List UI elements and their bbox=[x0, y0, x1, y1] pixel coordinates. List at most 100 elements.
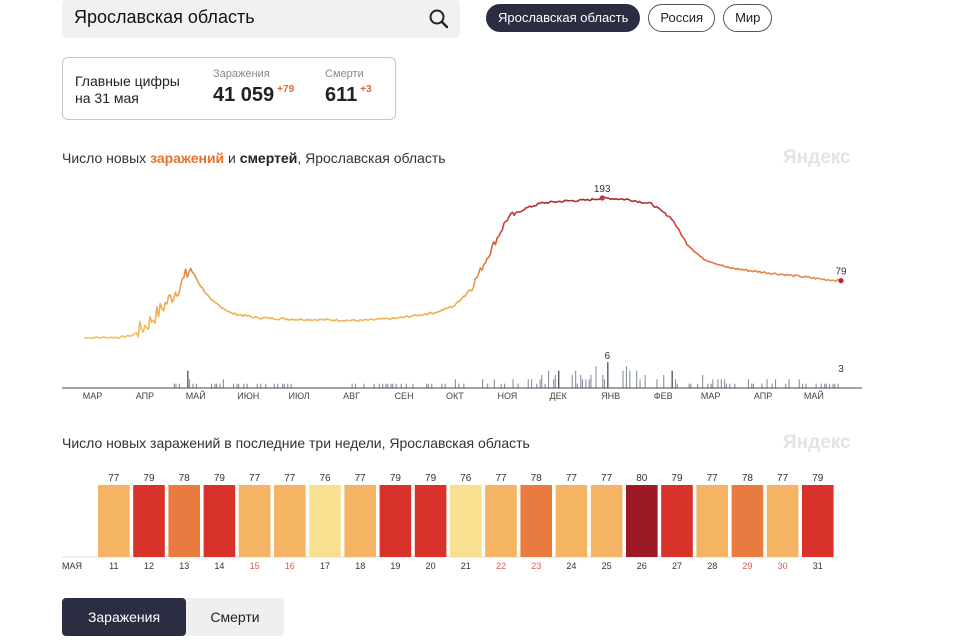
tab-infections[interactable]: Заражения bbox=[62, 598, 186, 636]
metric-tabs: Заражения Смерти bbox=[62, 598, 284, 636]
tab-yaroslavl-region[interactable]: Ярославская область bbox=[486, 4, 641, 32]
series-line-infections bbox=[83, 196, 842, 339]
deaths-bar bbox=[644, 375, 646, 388]
month-label: МАЯ bbox=[62, 561, 82, 571]
x-tick-label: МАР bbox=[701, 391, 721, 401]
deaths-bar bbox=[751, 383, 753, 388]
deaths-data-label-6: 6 bbox=[605, 351, 611, 362]
x-tick-label: АПР bbox=[754, 391, 772, 401]
bar-19 bbox=[379, 485, 412, 557]
bar-26 bbox=[626, 485, 658, 557]
deaths-bar bbox=[256, 383, 258, 388]
bar-value-label: 77 bbox=[777, 473, 789, 484]
bar-value-label: 79 bbox=[214, 473, 226, 484]
x-tick-label: МАЙ bbox=[186, 390, 206, 401]
region-tabs: Ярославская область Россия Мир bbox=[486, 4, 773, 32]
deaths-bar bbox=[283, 383, 285, 388]
deaths-bar bbox=[734, 383, 736, 388]
deaths-bar bbox=[517, 383, 519, 388]
deaths-value-row: 611 +3 bbox=[325, 84, 372, 107]
deaths-bar bbox=[590, 375, 592, 388]
x-tick-label: ИЮЛ bbox=[289, 391, 310, 401]
infections-data-label-193: 193 bbox=[594, 184, 611, 195]
deaths-bar bbox=[500, 383, 502, 388]
infections-delta: +79 bbox=[277, 84, 295, 95]
tab-russia[interactable]: Россия bbox=[648, 4, 716, 32]
tab-world[interactable]: Мир bbox=[723, 4, 773, 32]
deaths-bar bbox=[585, 379, 587, 388]
deaths-bar bbox=[588, 379, 590, 388]
x-tick-label: ЯНВ bbox=[601, 391, 620, 401]
search-field[interactable]: Ярославская область bbox=[62, 0, 460, 38]
deaths-bar bbox=[173, 383, 175, 388]
chart1-title-part3: и bbox=[224, 150, 240, 166]
bar-value-label: 76 bbox=[319, 473, 331, 484]
x-tick-label: МАЙ bbox=[804, 390, 824, 401]
infections-value: 41 059 bbox=[213, 84, 275, 106]
deaths-bar bbox=[671, 370, 673, 388]
bar-category-label: 20 bbox=[426, 561, 436, 571]
bar-value-label: 79 bbox=[425, 473, 437, 484]
deaths-bar bbox=[544, 383, 546, 388]
deaths-value: 611 bbox=[325, 84, 358, 106]
deaths-bar bbox=[536, 383, 538, 388]
deaths-bar bbox=[363, 383, 365, 388]
bar-category-label: 27 bbox=[672, 561, 682, 571]
deaths-label: Смерти bbox=[325, 68, 364, 80]
deaths-bar bbox=[629, 370, 631, 388]
bar-category-label: 17 bbox=[320, 561, 330, 571]
deaths-bar bbox=[400, 383, 402, 388]
deaths-bar bbox=[675, 379, 677, 388]
x-tick-label: АПР bbox=[136, 391, 154, 401]
bar-24 bbox=[555, 485, 588, 557]
bar-category-label: 30 bbox=[778, 561, 788, 571]
bar-22 bbox=[485, 485, 517, 557]
bar-29 bbox=[731, 485, 764, 557]
deaths-bar bbox=[387, 383, 389, 388]
deaths-bar bbox=[697, 383, 699, 388]
deaths-bar bbox=[815, 383, 817, 388]
tab-deaths[interactable]: Смерти bbox=[210, 609, 260, 625]
deaths-bar bbox=[441, 383, 443, 388]
deaths-bar bbox=[236, 383, 238, 388]
deaths-bar bbox=[512, 379, 514, 388]
deaths-bar bbox=[219, 383, 221, 388]
deaths-bar bbox=[752, 383, 754, 388]
deaths-bar bbox=[527, 379, 529, 388]
bar-category-label: 23 bbox=[531, 561, 541, 571]
deaths-bar bbox=[233, 383, 235, 388]
summary-title: Главные цифры на 31 мая bbox=[75, 73, 180, 107]
chart2-title: Число новых заражений в последние три не… bbox=[62, 435, 530, 451]
search-icon[interactable] bbox=[428, 8, 450, 30]
deaths-bar bbox=[444, 383, 446, 388]
deaths-bar bbox=[382, 383, 384, 388]
bar-value-label: 77 bbox=[284, 473, 296, 484]
bar-value-label: 77 bbox=[355, 473, 367, 484]
x-tick-label: СЕН bbox=[395, 391, 414, 401]
bar-value-label: 77 bbox=[249, 473, 261, 484]
bar-category-label: 14 bbox=[214, 561, 224, 571]
search-input[interactable]: Ярославская область bbox=[74, 7, 255, 27]
deaths-bar bbox=[581, 379, 583, 388]
deaths-bar bbox=[656, 379, 658, 388]
x-tick-label: ФЕВ bbox=[654, 391, 673, 401]
bar-value-label: 78 bbox=[179, 473, 191, 484]
deaths-bar bbox=[834, 383, 836, 388]
bar-category-label: 26 bbox=[637, 561, 647, 571]
deaths-bar bbox=[539, 379, 541, 388]
bar-category-label: 21 bbox=[461, 561, 471, 571]
deaths-bar bbox=[747, 379, 749, 388]
deaths-bar bbox=[214, 383, 216, 388]
chart1-title-part1: Число новых bbox=[62, 150, 151, 166]
deaths-bar bbox=[192, 383, 194, 388]
bar-18 bbox=[344, 485, 376, 557]
deaths-bar bbox=[837, 383, 839, 388]
deaths-bar bbox=[405, 383, 407, 388]
bar-category-label: 15 bbox=[250, 561, 260, 571]
deaths-bar bbox=[211, 383, 213, 388]
bar-31 bbox=[802, 485, 834, 557]
deaths-bar bbox=[548, 370, 550, 388]
bar-30 bbox=[766, 485, 799, 557]
deaths-stat: Смерти 611 +3 bbox=[325, 68, 372, 107]
deaths-bar bbox=[431, 383, 433, 388]
